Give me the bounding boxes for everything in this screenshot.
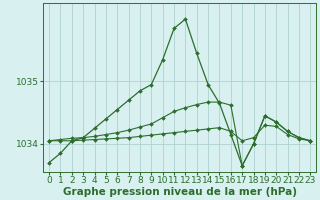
X-axis label: Graphe pression niveau de la mer (hPa): Graphe pression niveau de la mer (hPa) <box>63 187 297 197</box>
